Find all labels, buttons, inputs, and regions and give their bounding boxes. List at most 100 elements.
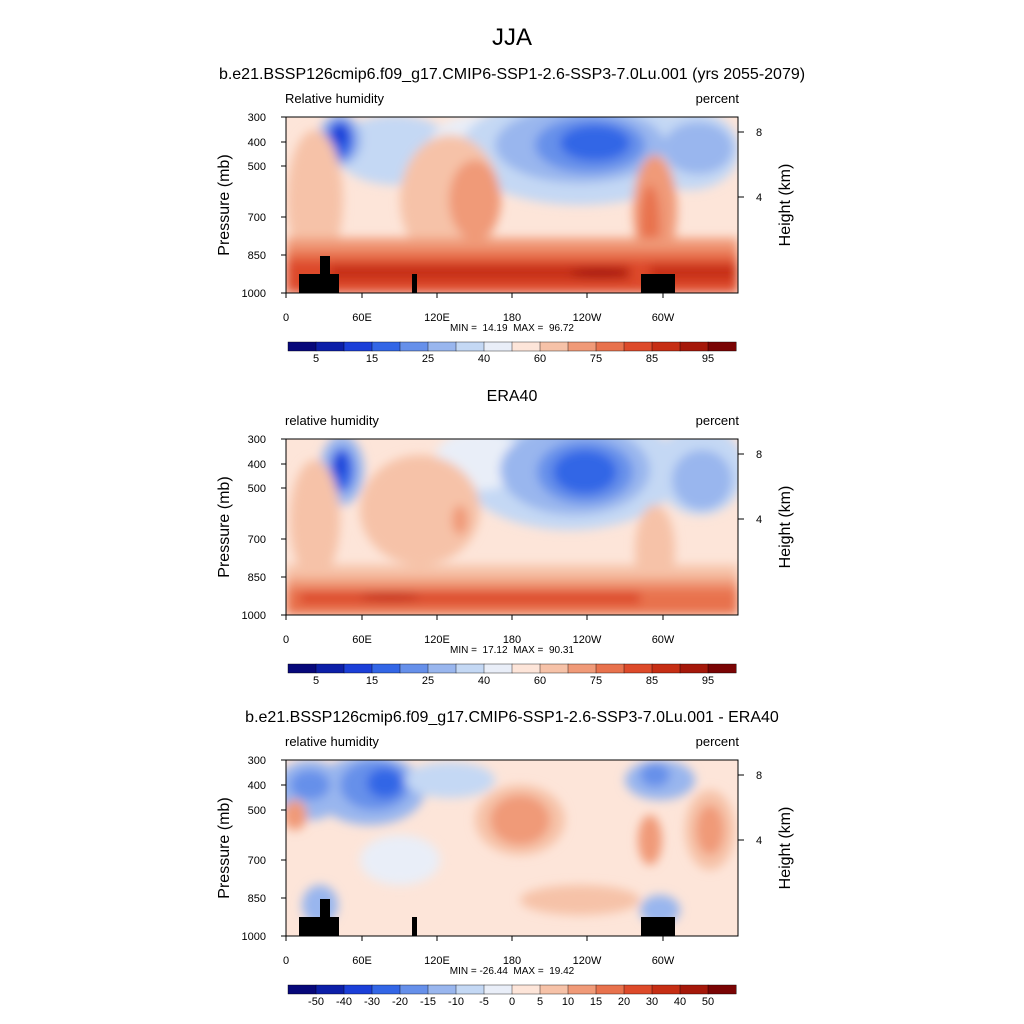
x-tick-label: 60E (352, 312, 372, 324)
colorbar-swatch (483, 663, 513, 674)
min-max-stats: MIN = 14.19 MAX = 96.72 (450, 323, 574, 334)
colorbar-swatch (623, 341, 653, 352)
season-title: JJA (492, 24, 532, 51)
axis-x: 0 60E 120E 180 120W 60W (283, 936, 675, 967)
y-tick-label: 400 (248, 137, 266, 149)
colorbar-label: 25 (422, 353, 434, 365)
colorbar-label: 15 (590, 996, 602, 1008)
colorbar-label: 60 (534, 353, 546, 365)
axis-y-right: 8 4 (738, 770, 762, 847)
panel-right-label: percent (696, 91, 740, 106)
y-axis-label: Pressure (mb) (216, 797, 233, 898)
y2-tick-label: 8 (756, 770, 762, 782)
colorbar-swatch (399, 341, 429, 352)
colorbar-label: -20 (392, 996, 408, 1008)
colorbar (287, 984, 737, 995)
x-tick-label: 120W (573, 955, 602, 967)
colorbar-label: 95 (702, 675, 714, 687)
x-tick-label: 60W (652, 312, 675, 324)
panel-left-label: Relative humidity (285, 91, 384, 106)
min-max-stats: MIN = -26.44 MAX = 19.42 (450, 966, 575, 977)
x-tick-label: 120E (424, 634, 450, 646)
panel-right-label: percent (696, 734, 740, 749)
colorbar-label: 5 (313, 353, 319, 365)
y-axis-label: Pressure (mb) (216, 154, 233, 255)
panel-left-label: relative humidity (285, 413, 379, 428)
colorbar-label: 40 (674, 996, 686, 1008)
y2-tick-label: 8 (756, 127, 762, 139)
colorbar-swatch (679, 984, 709, 995)
x-tick-label: 60E (352, 955, 372, 967)
colorbar-swatch (707, 341, 737, 352)
panel-title: b.e21.BSSP126cmip6.f09_g17.CMIP6-SSP1-2.… (245, 709, 779, 726)
panel-right-label: percent (696, 413, 740, 428)
y-tick-label: 500 (248, 483, 266, 495)
y2-axis-label: Height (km) (777, 807, 794, 890)
y-tick-label: 400 (248, 459, 266, 471)
colorbar-label: 15 (366, 353, 378, 365)
x-tick-label: 120E (424, 955, 450, 967)
contour-field (286, 117, 738, 293)
colorbar-swatch (455, 341, 485, 352)
colorbar-label: -50 (308, 996, 324, 1008)
colorbar-swatch (511, 984, 541, 995)
colorbar-label: 20 (618, 996, 630, 1008)
axis-y-right: 8 4 (738, 127, 762, 204)
colorbar-swatch (595, 984, 625, 995)
colorbar-swatch (427, 341, 457, 352)
colorbar-label: 85 (646, 675, 658, 687)
colorbar-label: 50 (702, 996, 714, 1008)
colorbar-swatch (455, 663, 485, 674)
axis-y-right: 8 4 (738, 449, 762, 526)
colorbar-label: 30 (646, 996, 658, 1008)
colorbar-label: -15 (420, 996, 436, 1008)
x-tick-label: 60W (652, 634, 675, 646)
x-tick-label: 60E (352, 634, 372, 646)
colorbar-label: 5 (313, 675, 319, 687)
colorbar-swatch (315, 663, 345, 674)
panel-difference: b.e21.BSSP126cmip6.f09_g17.CMIP6-SSP1-2.… (216, 709, 794, 1008)
y-tick-label: 300 (248, 434, 266, 446)
axis-y-left: 300 400 500 700 850 1000 (242, 434, 286, 622)
y-tick-label: 1000 (242, 931, 266, 943)
y-tick-label: 1000 (242, 288, 266, 300)
y-tick-label: 700 (248, 855, 266, 867)
y2-tick-label: 8 (756, 449, 762, 461)
y2-tick-label: 4 (756, 835, 762, 847)
x-tick-label: 180 (503, 634, 521, 646)
colorbar (287, 341, 737, 352)
colorbar-swatch (679, 341, 709, 352)
x-tick-label: 180 (503, 312, 521, 324)
axis-y-left: 300 400 500 700 850 1000 (242, 755, 286, 943)
case-title: b.e21.BSSP126cmip6.f09_g17.CMIP6-SSP1-2.… (219, 66, 805, 83)
colorbar-swatch (427, 663, 457, 674)
y-tick-label: 300 (248, 755, 266, 767)
colorbar-label: -30 (364, 996, 380, 1008)
x-tick-label: 120E (424, 312, 450, 324)
y-tick-label: 700 (248, 534, 266, 546)
colorbar-label: 25 (422, 675, 434, 687)
colorbar-labels: 5 15 25 40 60 75 85 95 (313, 353, 714, 365)
colorbar-swatch (679, 663, 709, 674)
y2-tick-label: 4 (756, 192, 762, 204)
colorbar-swatch (595, 341, 625, 352)
y-tick-label: 300 (248, 112, 266, 124)
colorbar-swatch (287, 663, 317, 674)
colorbar-swatch (707, 663, 737, 674)
colorbar-swatch (623, 663, 653, 674)
x-tick-label: 180 (503, 955, 521, 967)
y2-axis-label: Height (km) (777, 164, 794, 247)
colorbar-swatch (371, 984, 401, 995)
panel-title: ERA40 (487, 388, 538, 405)
panel-era40: ERA40 relative humidity percent (216, 388, 794, 687)
colorbar-swatch (511, 663, 541, 674)
colorbar-swatch (483, 984, 513, 995)
colorbar-label: 15 (366, 675, 378, 687)
colorbar-label: 75 (590, 675, 602, 687)
colorbar-swatch (399, 663, 429, 674)
land-mask (299, 256, 675, 293)
colorbar-swatch (651, 341, 681, 352)
y2-axis-label: Height (km) (777, 486, 794, 569)
contour-field (286, 760, 738, 936)
